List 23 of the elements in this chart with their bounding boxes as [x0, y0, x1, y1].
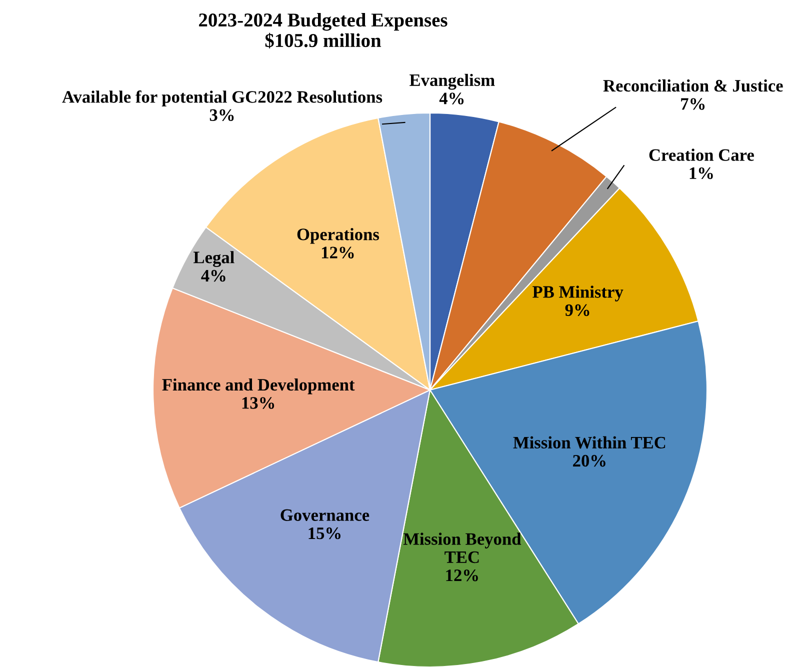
- slice-label: Creation Care: [649, 148, 754, 161]
- data-label: 20%: [573, 454, 606, 467]
- data-label: 13%: [242, 397, 274, 409]
- data-label: 4%: [201, 270, 226, 282]
- chart-title: 2023-2024 Budgeted Expenses $105.9 million: [199, 12, 448, 48]
- data-label: 15%: [308, 527, 340, 540]
- data-label: 7%: [681, 98, 705, 110]
- slice-label: Finance and Development: [162, 378, 355, 394]
- slice-label: Reconciliation & Justice: [603, 79, 783, 92]
- slice-label: PB Ministry: [532, 286, 624, 302]
- data-label: 9%: [565, 304, 590, 316]
- slice-label: Governance: [280, 509, 370, 521]
- slice-label: Evangelism: [410, 74, 495, 90]
- slice-label: Operations: [297, 228, 380, 244]
- slice-label: Available for potential GC2022 Resolutions: [62, 90, 382, 106]
- data-label: 3%: [210, 109, 234, 122]
- data-label: 4%: [439, 92, 464, 104]
- data-label: 1%: [690, 167, 713, 180]
- slice-label: Legal: [194, 251, 234, 267]
- data-label: 12%: [322, 246, 354, 258]
- slice-label: Mission Within TEC: [513, 436, 666, 449]
- data-label: 12%: [446, 570, 478, 582]
- slice-label: Mission Beyond TEC: [403, 532, 522, 564]
